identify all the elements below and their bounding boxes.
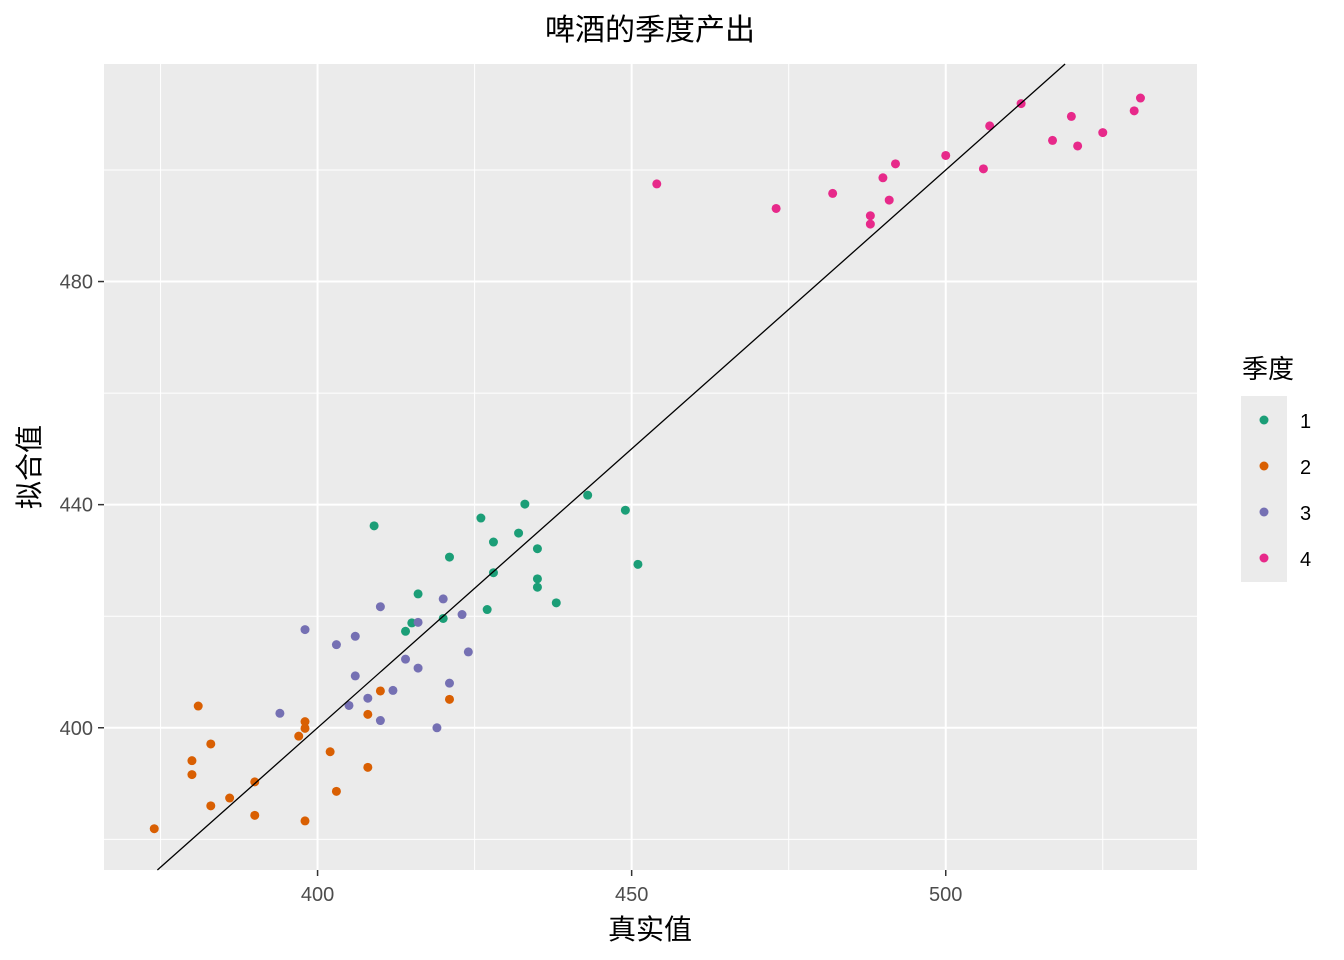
y-tick-label: 480 [60, 272, 93, 294]
point-q2 [325, 747, 335, 757]
legend-key-background [1241, 396, 1287, 582]
point-q2 [363, 762, 373, 772]
x-tick-label: 400 [301, 884, 334, 906]
identity-line [156, 63, 1066, 871]
point-q3 [463, 647, 473, 657]
point-q4 [985, 121, 995, 131]
point-q1 [369, 521, 379, 531]
point-q3 [413, 617, 423, 627]
point-q1 [444, 552, 454, 562]
point-q1 [532, 582, 542, 592]
point-q4 [771, 203, 781, 213]
point-q3 [457, 610, 467, 620]
point-q3 [275, 708, 285, 718]
point-q2 [300, 816, 310, 826]
point-q1 [488, 537, 498, 547]
point-q3 [350, 631, 360, 641]
point-q2 [250, 777, 260, 787]
point-q3 [388, 685, 398, 695]
point-q4 [1135, 93, 1145, 103]
point-q4 [1048, 135, 1058, 145]
point-q1 [583, 490, 593, 500]
point-q3 [413, 663, 423, 673]
point-q3 [432, 723, 442, 733]
point-q2 [375, 686, 385, 696]
legend-label: 1 [1300, 411, 1311, 433]
point-q2 [187, 770, 197, 780]
legend-label: 2 [1300, 457, 1311, 479]
legend-label: 3 [1300, 503, 1311, 525]
legend-key-q3 [1259, 507, 1269, 517]
point-q4 [878, 173, 888, 183]
point-q4 [1098, 128, 1108, 138]
point-q4 [941, 150, 951, 160]
point-q4 [865, 211, 875, 221]
data-points [149, 93, 1145, 834]
point-q1 [476, 513, 486, 523]
point-q2 [187, 756, 197, 766]
point-q4 [1073, 141, 1083, 151]
point-q4 [865, 219, 875, 229]
point-q4 [652, 179, 662, 189]
x-tick-label: 500 [929, 884, 962, 906]
point-q1 [633, 559, 643, 569]
point-q4 [890, 159, 900, 169]
point-q1 [532, 574, 542, 584]
point-q4 [1129, 106, 1139, 116]
point-q1 [482, 605, 492, 615]
point-q1 [514, 528, 524, 538]
point-q1 [413, 589, 423, 599]
point-q3 [350, 671, 360, 681]
point-q4 [1066, 111, 1076, 121]
point-q2 [225, 793, 235, 803]
point-q3 [363, 693, 373, 703]
point-q3 [401, 654, 411, 664]
legend-key-q4 [1259, 553, 1269, 563]
point-q3 [375, 716, 385, 726]
chart-title: 啤酒的季度产出 [545, 13, 755, 48]
point-q2 [363, 709, 373, 719]
point-q3 [344, 700, 354, 710]
point-q2 [444, 694, 454, 704]
point-q2 [300, 723, 310, 733]
legend-label: 4 [1300, 549, 1311, 571]
legend-key-q2 [1259, 461, 1269, 471]
axes: 400 450 500 400 440 480 [60, 272, 963, 906]
point-q1 [401, 626, 411, 636]
legend-title: 季度 [1242, 355, 1294, 385]
point-q1 [520, 499, 530, 509]
x-tick-label: 450 [615, 884, 648, 906]
point-q4 [884, 195, 894, 205]
point-q2 [206, 739, 216, 749]
identity-line-segment [156, 63, 1066, 871]
point-q3 [300, 625, 310, 635]
y-axis-title: 拟合值 [13, 425, 46, 509]
point-q2 [250, 810, 260, 820]
point-q4 [828, 188, 838, 198]
point-q3 [444, 678, 454, 688]
y-tick-label: 440 [60, 495, 93, 517]
gridlines [104, 64, 1197, 870]
point-q2 [294, 731, 304, 741]
point-q1 [620, 505, 630, 515]
point-q1 [551, 598, 561, 608]
point-q2 [331, 786, 341, 796]
plot-panel [104, 64, 1197, 870]
point-q3 [438, 594, 448, 604]
point-q4 [978, 164, 988, 174]
point-q2 [300, 717, 310, 727]
legend-key-q1 [1259, 415, 1269, 425]
y-tick-label: 400 [60, 718, 93, 740]
point-q2 [206, 801, 216, 811]
point-q2 [149, 824, 159, 834]
point-q2 [193, 701, 203, 711]
legend: 季度 1 2 3 4 [1241, 355, 1311, 582]
point-q1 [532, 544, 542, 554]
point-q1 [438, 613, 448, 623]
point-q3 [331, 640, 341, 650]
point-q3 [375, 602, 385, 612]
x-axis-title: 真实值 [608, 913, 692, 946]
